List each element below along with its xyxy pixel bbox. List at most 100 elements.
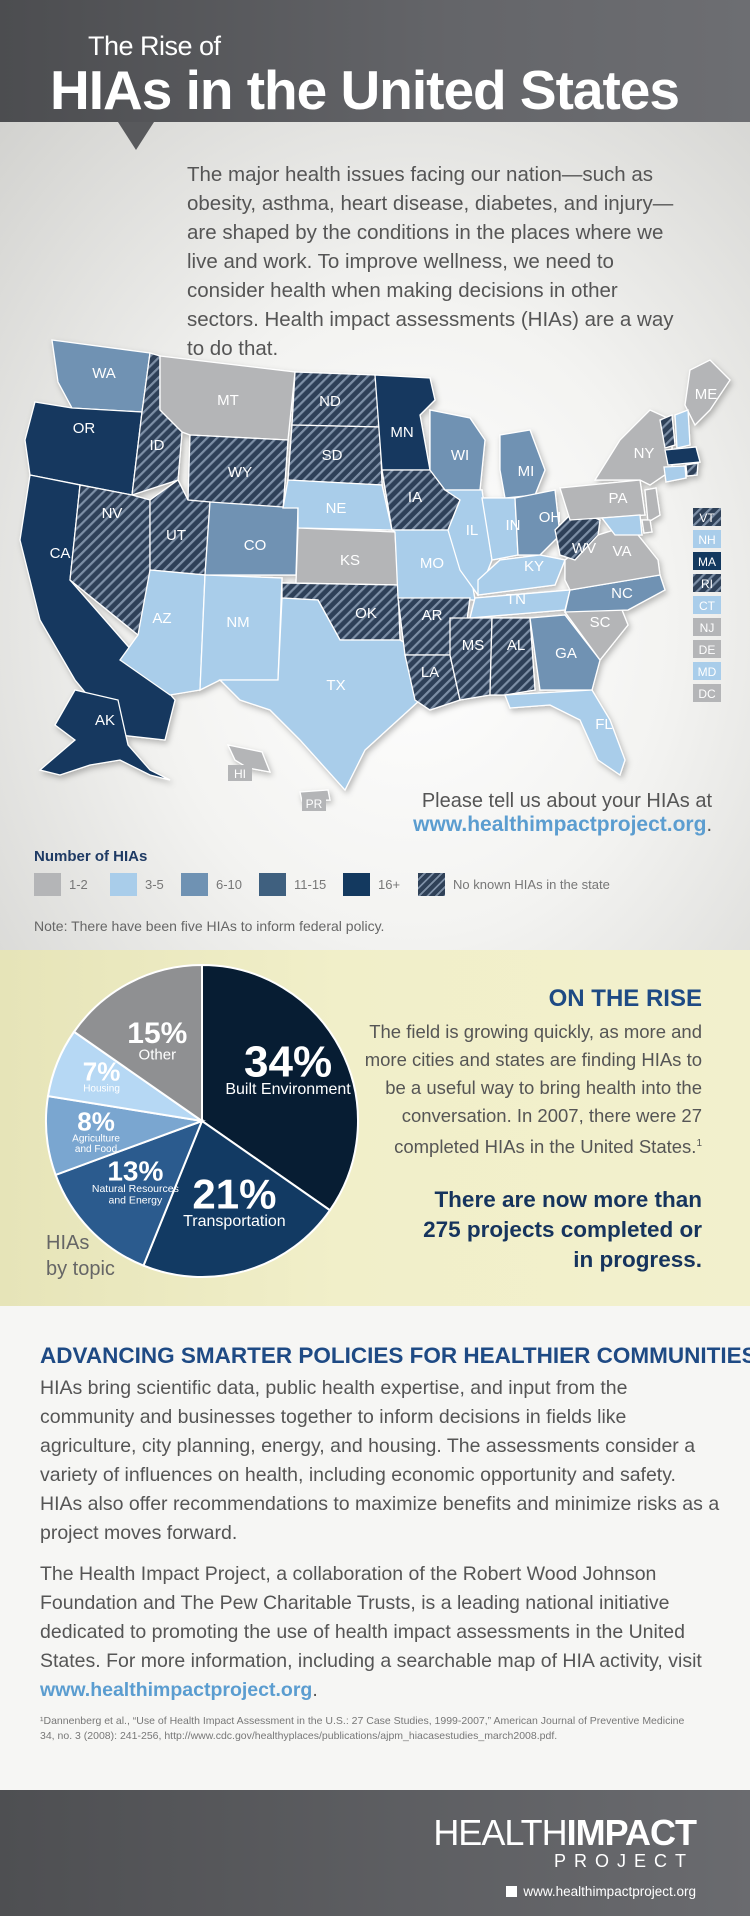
small-state-box-VT xyxy=(693,508,721,526)
legend-label: No known HIAs in the state xyxy=(453,877,610,892)
rise-body-text: The field is growing quickly, as more an… xyxy=(364,1021,702,1158)
pie-percent-label: 21% xyxy=(192,1170,276,1217)
pie-percent-label: 15% xyxy=(127,1017,187,1050)
logo-word-health: HEALTH xyxy=(433,1812,567,1853)
legend-swatch xyxy=(343,873,370,896)
legend-item: 6-10 xyxy=(181,873,242,896)
state-OH xyxy=(514,489,561,556)
state-LA xyxy=(404,654,461,711)
small-state-box-MA xyxy=(693,552,721,570)
citation-footnote: ¹Dannenberg et al., “Use of Health Impac… xyxy=(40,1715,685,1742)
footer-url-text: www.healthimpactproject.org xyxy=(523,1884,696,1899)
pie-slice xyxy=(201,963,359,1212)
map-label-NM: NM xyxy=(226,614,249,631)
square-bullet-icon xyxy=(506,1886,518,1897)
pie-category-label: Agriculture xyxy=(72,1134,120,1145)
map-label-OK: OK xyxy=(355,605,377,622)
state-GA xyxy=(529,614,601,691)
pie-percent-label: 7% xyxy=(83,1056,121,1086)
topic-pie-chart: 34%Built Environment 21%Transportation 13%… xyxy=(45,963,359,1278)
pie-caption: HIAs by topic xyxy=(46,1230,115,1282)
state-PA xyxy=(559,479,646,521)
state-CT xyxy=(663,465,687,483)
map-label-AL: AL xyxy=(507,637,525,654)
advancing-title: ADVANCING SMARTER POLICIES FOR HEALTHIER… xyxy=(40,1343,750,1368)
map-label-KY: KY xyxy=(524,558,544,575)
contact-line: Please tell us about your HIAs at www.he… xyxy=(360,790,712,837)
advancing-paragraph-2-text: The Health Impact Project, a collaborati… xyxy=(40,1563,702,1672)
map-label-MS: MS xyxy=(462,637,485,654)
map-label-IA: IA xyxy=(408,489,422,506)
pie-caption-line1: HIAs xyxy=(46,1232,90,1254)
pie-caption-line2: by topic xyxy=(46,1258,115,1280)
state-ME xyxy=(684,359,731,427)
hip-logo: HEALTHIMPACT xyxy=(433,1812,697,1854)
map-label-CA: CA xyxy=(50,545,71,562)
pie-percent-label: 13% xyxy=(107,1156,163,1187)
map-label-HI: HI xyxy=(234,767,246,781)
map-label-WV: WV xyxy=(572,540,596,557)
contact-link[interactable]: www.healthimpactproject.org xyxy=(413,813,707,836)
small-state-label-NH: NH xyxy=(698,533,715,547)
map-box-PR xyxy=(302,795,326,811)
small-state-box-RI xyxy=(693,574,721,592)
footer-url[interactable]: www.healthimpactproject.org xyxy=(506,1884,696,1899)
header-notch xyxy=(118,122,154,150)
map-label-TN: TN xyxy=(506,591,526,608)
rise-body: The field is growing quickly, as more an… xyxy=(360,1018,702,1161)
small-state-label-RI: RI xyxy=(701,577,713,591)
legend-item: 16+ xyxy=(343,873,400,896)
pie-category-label: Transportation xyxy=(183,1213,286,1230)
legend-item: 11-15 xyxy=(259,873,326,896)
state-VA xyxy=(564,524,661,591)
state-HI xyxy=(226,744,272,773)
map-label-ND: ND xyxy=(319,393,341,410)
pie-slice xyxy=(72,963,203,1123)
map-label-SC: SC xyxy=(590,614,611,631)
advancing-link[interactable]: www.healthimpactproject.org xyxy=(40,1679,313,1701)
pie-slice xyxy=(54,1119,204,1267)
map-label-ID: ID xyxy=(150,437,165,454)
small-state-box-NJ xyxy=(693,618,721,636)
state-RI xyxy=(685,462,699,477)
map-label-TX: TX xyxy=(326,677,345,694)
advancing-period: . xyxy=(312,1679,318,1701)
state-DE xyxy=(641,519,653,534)
state-MA xyxy=(664,446,701,466)
small-state-label-VT: VT xyxy=(699,511,715,525)
state-TX xyxy=(218,597,421,792)
federal-note: Note: There have been five HIAs to infor… xyxy=(34,918,385,934)
state-AL xyxy=(489,617,536,696)
footer xyxy=(0,1790,750,1916)
map-label-AR: AR xyxy=(422,607,443,624)
map-label-MI: MI xyxy=(518,463,535,480)
map-label-MO: MO xyxy=(420,555,444,572)
small-state-label-MD: MD xyxy=(698,665,717,679)
small-state-label-DC: DC xyxy=(698,687,716,701)
legend-label: 1-2 xyxy=(69,877,88,892)
intro-paragraph: The major health issues facing our natio… xyxy=(187,163,674,360)
map-label-IN: IN xyxy=(506,517,521,534)
legend-item: 1-2 xyxy=(34,873,88,896)
small-state-box-DC xyxy=(693,684,721,702)
pie-category-label: and Food xyxy=(75,1144,117,1155)
legend-label: 16+ xyxy=(378,877,401,892)
map-label-MN: MN xyxy=(390,424,413,441)
map-label-MT: MT xyxy=(217,392,239,409)
map-label-CO: CO xyxy=(244,537,267,554)
map-label-WY: WY xyxy=(228,464,252,481)
contact-period: . xyxy=(706,814,712,836)
advancing-section xyxy=(0,1306,750,1790)
state-MN xyxy=(374,374,436,471)
map-label-ME: ME xyxy=(695,386,718,403)
map-label-GA: GA xyxy=(555,645,577,662)
map-label-NC: NC xyxy=(611,585,633,602)
legend-swatch xyxy=(418,873,445,896)
state-MS xyxy=(449,617,493,701)
pie-category-label: Housing xyxy=(83,1083,120,1094)
small-state-label-MA: MA xyxy=(698,555,716,569)
pie-slice xyxy=(142,1119,332,1278)
small-state-box-CT xyxy=(693,596,721,614)
map-label-NE: NE xyxy=(326,500,347,517)
state-NM xyxy=(199,574,283,692)
